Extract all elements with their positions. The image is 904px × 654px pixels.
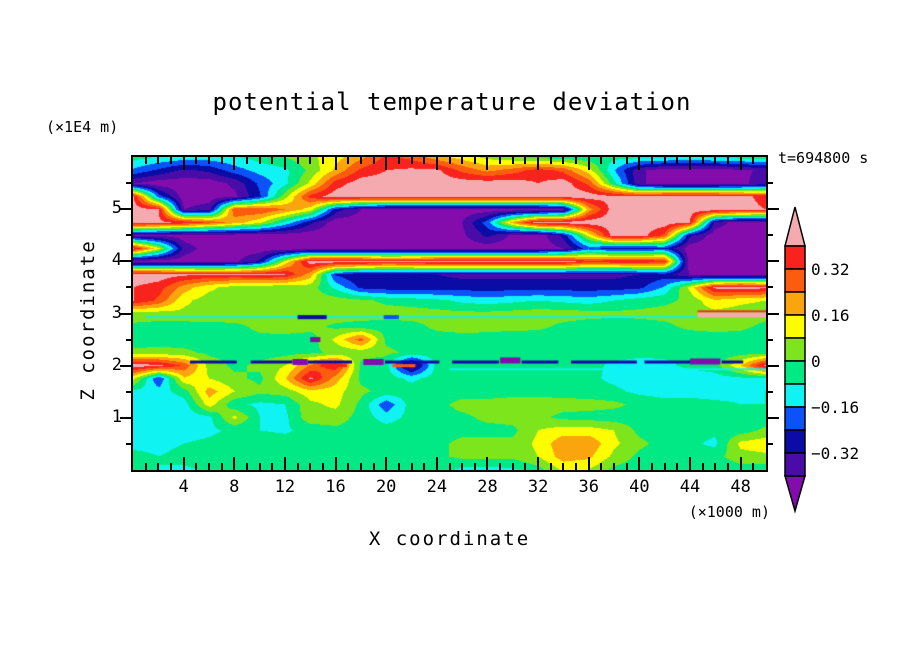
y-axis-unit: (×1E4 m) [46,118,119,136]
x-axis-unit: (×1000 m) [688,503,770,521]
colorbar-arrow [784,475,806,514]
x-tick-label: 12 [274,477,296,497]
colorbar-tick-label: 0 [811,352,821,371]
y-tick-label: 5 [111,198,122,219]
colorbar-segment [784,383,806,408]
x-tick-label: 16 [325,477,346,497]
colorbar-segment [784,429,806,454]
plot-area [131,155,768,472]
colorbar-segment [784,337,806,362]
x-tick-label: 32 [527,477,549,497]
contour-canvas [133,157,766,470]
colorbar-segment [784,291,806,316]
x-tick-label: 8 [229,477,240,497]
time-label: t=694800 s [778,149,869,167]
x-tick-label: 36 [578,477,599,497]
y-tick-label: 1 [111,406,122,427]
x-axis-label: X coordinate [368,528,531,550]
colorbar-segment [784,452,806,477]
colorbar-segment [784,245,806,270]
x-tick-label: 28 [477,477,498,497]
colorbar-tick-label: −0.32 [811,444,860,463]
colorbar-segment [784,360,806,385]
colorbar-segment [784,406,806,431]
colorbar-arrow [784,206,806,247]
colorbar-tick-label: −0.16 [811,398,860,417]
x-tick-label: 24 [426,477,448,497]
y-axis-label: Z coordinate [77,239,99,401]
x-tick-label: 20 [375,477,397,497]
colorbar-segment [784,314,806,339]
x-tick-label: 48 [730,477,751,497]
chart-title: potential temperature deviation [212,88,692,116]
colorbar-tick-label: 0.32 [811,260,850,279]
x-tick-label: 44 [679,477,701,497]
colorbar-segment [784,268,806,293]
x-tick-label: 40 [629,477,650,497]
x-tick-label: 4 [178,477,189,497]
colorbar-tick-label: 0.16 [811,306,850,325]
